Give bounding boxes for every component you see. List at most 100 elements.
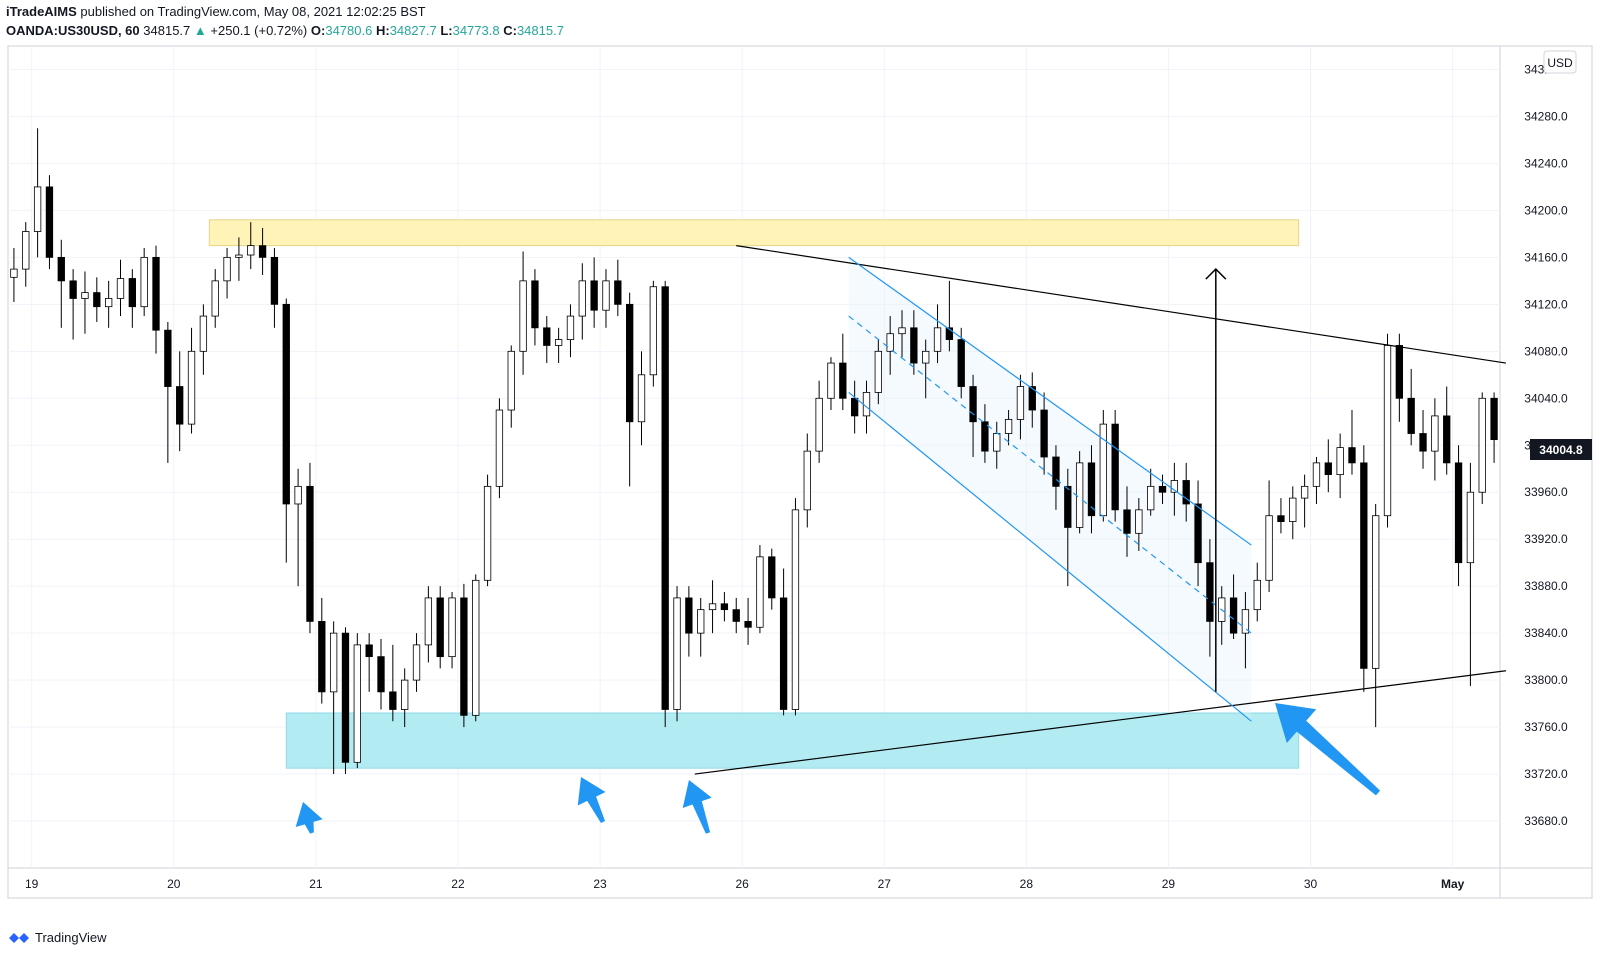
channel-lower-line[interactable] — [848, 391, 1252, 722]
footer: TradingView — [8, 930, 107, 945]
candle-down — [1052, 456, 1060, 487]
candle-up — [922, 350, 930, 364]
currency-badge-text: USD — [1547, 56, 1573, 70]
candle-down — [128, 278, 136, 308]
candle-up — [803, 450, 811, 511]
currency-badge[interactable]: USD — [1543, 50, 1577, 74]
candle-down — [1407, 397, 1415, 434]
candle-up — [1478, 397, 1486, 493]
candle-up — [862, 392, 871, 417]
candle-up — [649, 286, 658, 376]
candle-down — [1087, 462, 1096, 517]
symbol-name[interactable]: OANDA:US30USD, 60 — [6, 23, 140, 38]
candle-up — [247, 245, 255, 256]
change-arrow-icon: ▲ — [193, 23, 207, 38]
candle-down — [1158, 485, 1167, 493]
candle-up — [353, 644, 361, 763]
candle-down — [614, 280, 622, 305]
upper-trendline[interactable] — [736, 245, 1507, 364]
date-tick-label: 30 — [1304, 877, 1318, 891]
support-touch-arrow-icon — [1275, 703, 1381, 796]
zones-layer — [208, 219, 1300, 769]
candle-down — [1123, 509, 1131, 534]
candle-up — [10, 268, 18, 278]
candle-down — [1360, 462, 1368, 669]
current-price-box — [1530, 439, 1592, 460]
candle-down — [685, 597, 693, 634]
candle-down — [969, 386, 977, 423]
low-label: L: — [440, 23, 453, 38]
footer-brand[interactable]: TradingView — [35, 930, 107, 945]
projection-arrow-head — [1205, 268, 1227, 280]
candle-up — [1170, 480, 1179, 493]
candle-up — [22, 231, 30, 270]
candles-layer — [10, 128, 1498, 775]
date-tick-label: 21 — [309, 877, 323, 891]
candle-up — [1312, 462, 1321, 487]
candle-down — [1206, 562, 1214, 622]
candle-up — [1253, 579, 1261, 611]
candle-down — [543, 327, 551, 346]
price-tick-label: 34040.0 — [1524, 391, 1568, 405]
candle-down — [945, 327, 954, 340]
candle-up — [412, 644, 421, 681]
candle-down — [270, 256, 279, 305]
support-zone[interactable] — [285, 712, 1300, 769]
candle-up — [33, 186, 42, 232]
time-axis[interactable]: 19 20 21 22 23 26 27 28 29 30 May — [25, 877, 1465, 891]
candle-up — [1431, 415, 1439, 452]
candle-up — [211, 280, 219, 317]
candle-down — [779, 597, 788, 710]
candle-down — [850, 397, 859, 417]
candle-up — [1135, 509, 1143, 534]
candle-down — [1419, 433, 1427, 452]
candle-up — [602, 280, 610, 311]
candle-down — [1490, 397, 1498, 441]
date-tick-label: 19 — [25, 877, 39, 891]
price-tick-label: 33680.0 — [1524, 814, 1568, 828]
candle-up — [199, 315, 208, 352]
candle-down — [1324, 462, 1332, 476]
candle-up — [116, 278, 125, 299]
candle-down — [1182, 480, 1190, 505]
candle-up — [448, 597, 456, 658]
candle-up — [424, 597, 433, 646]
candle-up — [708, 603, 717, 611]
support-touch-arrow-icon — [577, 777, 606, 823]
price-axis[interactable]: 33680.0 33720.0 33760.0 33800.0 33840.0 33880… — [1524, 62, 1568, 828]
published-text: published on TradingView.com, May 08, 20… — [80, 4, 426, 19]
candle-down — [258, 245, 267, 258]
channel-middle-line[interactable] — [848, 315, 1252, 634]
resistance-zone[interactable] — [208, 219, 1300, 247]
close-label: C: — [503, 23, 517, 38]
candle-up — [933, 327, 942, 352]
support-touch-arrow-icon — [295, 802, 323, 834]
date-tick-label: 29 — [1162, 877, 1176, 891]
date-tick-label: May — [1441, 877, 1465, 891]
candle-down — [1277, 515, 1285, 522]
candle-up — [329, 632, 338, 693]
lower-trendline[interactable] — [694, 670, 1506, 775]
date-tick-label: 20 — [167, 877, 181, 891]
candle-down — [164, 329, 172, 387]
candle-up — [223, 256, 231, 282]
channel-upper-line[interactable] — [848, 256, 1252, 546]
change-value: +250.1 (+0.72%) — [210, 23, 308, 38]
price-tick-label: 34160.0 — [1524, 250, 1568, 264]
publisher-name[interactable]: iTradeAIMS — [6, 4, 77, 19]
candle-down — [1395, 345, 1404, 399]
high-label: H: — [375, 23, 390, 38]
price-tick-label: 33880.0 — [1524, 579, 1568, 593]
candle-down — [377, 656, 385, 693]
price-tick-label: 34280.0 — [1524, 109, 1568, 123]
candle-down — [531, 280, 539, 329]
candle-down — [768, 556, 776, 599]
candle-down — [69, 280, 77, 299]
candle-up — [815, 397, 823, 452]
price-tick-label: 34080.0 — [1524, 344, 1568, 358]
candle-down — [1064, 485, 1072, 528]
candle-up — [81, 292, 89, 299]
candle-down — [460, 597, 468, 716]
symbol-legend: OANDA:US30USD, 60 34815.7 ▲ +250.1 (+0.7… — [6, 23, 564, 38]
